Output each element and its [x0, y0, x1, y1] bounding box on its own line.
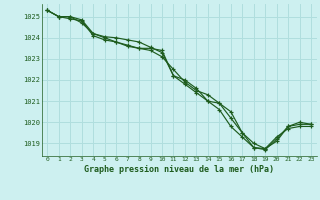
X-axis label: Graphe pression niveau de la mer (hPa): Graphe pression niveau de la mer (hPa): [84, 165, 274, 174]
